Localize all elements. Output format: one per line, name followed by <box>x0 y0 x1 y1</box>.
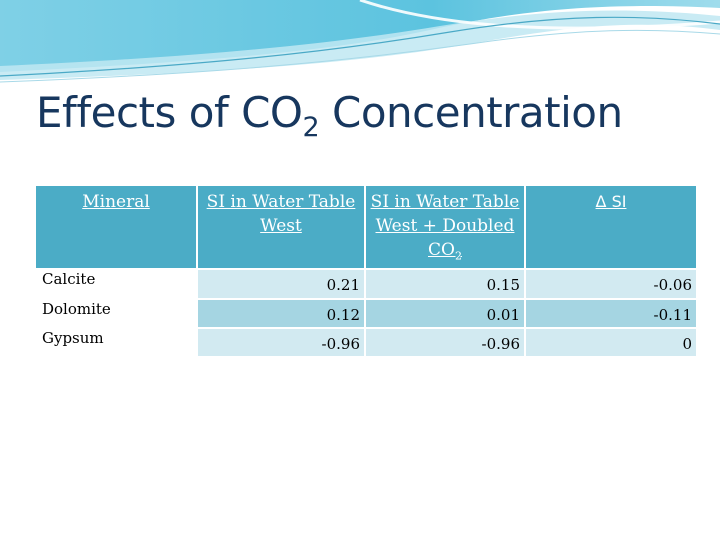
title-prefix: Effects of CO <box>36 88 303 137</box>
title-suffix: Concentration <box>319 88 623 137</box>
table-row: Dolomite 0.12 0.01 -0.11 <box>36 298 696 328</box>
table-header-row: Mineral SI in Water Table West SI in Wat… <box>36 186 696 269</box>
mineral-si-table: Mineral SI in Water Table West SI in Wat… <box>36 186 696 357</box>
cell-si-doubled: -0.96 <box>366 327 526 357</box>
cell-mineral: Dolomite <box>36 298 198 328</box>
cell-si-west: -0.96 <box>198 327 366 357</box>
title-subscript: 2 <box>302 112 320 143</box>
cell-si-west: 0.21 <box>198 268 366 299</box>
cell-si-west: 0.12 <box>198 298 366 328</box>
header-si-doubled-sub: 2 <box>454 249 462 263</box>
table-row: Gypsum -0.96 -0.96 0 <box>36 327 696 357</box>
cell-si-doubled: 0.15 <box>366 268 526 299</box>
cell-delta-si: -0.06 <box>526 268 696 299</box>
header-si-west: SI in Water Table West <box>198 186 366 269</box>
header-si-doubled-main: SI in Water Table West + Doubled CO <box>370 192 520 260</box>
cell-delta-si: -0.11 <box>526 298 696 328</box>
header-delta-si: Δ SI <box>526 186 696 269</box>
cell-si-doubled: 0.01 <box>366 298 526 328</box>
cell-delta-si: 0 <box>526 327 696 357</box>
table-row: Calcite 0.21 0.15 -0.06 <box>36 268 696 299</box>
cell-mineral: Calcite <box>36 268 198 299</box>
slide-title: Effects of CO2 Concentration <box>36 88 623 143</box>
header-mineral: Mineral <box>36 186 198 269</box>
header-si-doubled: SI in Water Table West + Doubled CO2 <box>366 186 526 269</box>
cell-mineral: Gypsum <box>36 327 198 357</box>
header-wave-decoration <box>0 0 720 83</box>
